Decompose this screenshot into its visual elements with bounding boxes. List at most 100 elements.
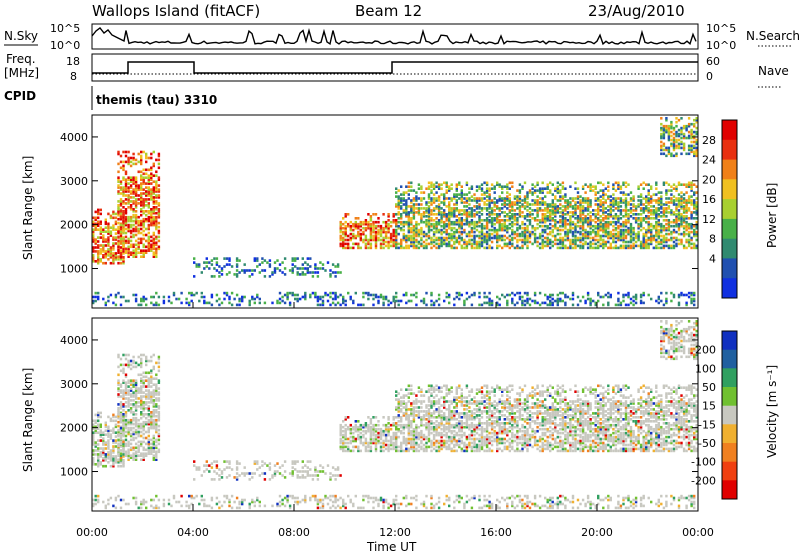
power-cell: [374, 246, 378, 250]
power-cell: [609, 201, 612, 204]
power-cell: [109, 226, 113, 229]
power-cell: [117, 206, 120, 209]
power-cell: [670, 230, 673, 234]
power-cell: [632, 226, 635, 230]
power-cell: [430, 203, 433, 206]
velocity-cell: [134, 409, 138, 412]
power-cell: [127, 255, 130, 258]
power-cell: [132, 245, 135, 249]
power-cell: [468, 230, 471, 234]
power-cell: [155, 225, 158, 229]
power-cell: [384, 224, 388, 228]
power-cell: [427, 242, 431, 246]
power-cell: [422, 197, 426, 200]
power-cell: [609, 207, 612, 210]
power-cell: [554, 238, 557, 242]
power-cell: [339, 226, 342, 230]
power-cell: [496, 201, 499, 204]
power-cell: [607, 303, 610, 307]
power-cell: [122, 247, 125, 251]
power-cell: [642, 197, 645, 200]
power-cell: [599, 228, 602, 232]
power-cell: [672, 183, 676, 186]
power-cell: [445, 291, 448, 295]
power-cell: [559, 238, 562, 242]
power-cell: [463, 219, 466, 222]
power-cell: [402, 228, 405, 232]
velocity-cell: [119, 414, 123, 418]
power-cell: [549, 211, 552, 214]
power-cell: [417, 232, 421, 236]
power-cell: [119, 160, 123, 164]
velocity-cell: [142, 413, 145, 416]
power-cell: [117, 229, 120, 233]
power-cell: [660, 203, 663, 206]
power-cell: [468, 211, 471, 214]
power-cell: [485, 189, 489, 192]
power-cell: [559, 195, 562, 198]
power-cell: [533, 238, 537, 242]
power-cell: [579, 211, 582, 214]
velocity-cell: [107, 415, 110, 419]
velocity-cell: [119, 449, 123, 452]
power-cell: [134, 200, 138, 203]
colorbar-segment: [722, 139, 737, 161]
power-cell: [592, 209, 595, 212]
power-cell: [443, 240, 446, 244]
power-cell: [94, 299, 97, 303]
power-cell: [94, 242, 97, 245]
power-cell: [142, 176, 145, 179]
velocity-cell: [195, 468, 198, 471]
power-cell: [536, 183, 539, 186]
velocity-cell: [97, 413, 100, 417]
velocity-cell: [127, 365, 130, 369]
power-cell: [112, 236, 115, 239]
power-cell: [299, 273, 302, 276]
power-cell: [329, 295, 332, 299]
power-cell: [440, 238, 443, 242]
power-cell: [425, 222, 428, 226]
velocity-cell: [124, 401, 128, 404]
power-cell: [372, 293, 375, 297]
power-cell: [460, 185, 463, 188]
power-cell: [624, 240, 628, 244]
power-cell: [581, 224, 585, 228]
power-cell: [687, 226, 691, 230]
power-cell: [687, 181, 691, 185]
power-cell: [122, 176, 125, 179]
power-cell: [617, 226, 620, 230]
power-cell: [579, 213, 582, 216]
power-cell: [574, 211, 577, 214]
power-cell: [665, 297, 668, 301]
power-cell: [569, 246, 572, 250]
velocity-cell: [283, 470, 287, 473]
power-cell: [195, 291, 198, 295]
velocity-cell: [142, 395, 145, 398]
power-cell: [592, 246, 595, 250]
power-cell: [134, 176, 138, 179]
power-cell: [430, 219, 433, 222]
power-cell: [316, 299, 320, 303]
power-cell: [592, 236, 595, 240]
power-cell: [647, 207, 650, 210]
power-cell: [99, 248, 102, 251]
power-cell: [614, 215, 618, 218]
power-cell: [134, 190, 138, 193]
power-cell: [536, 219, 539, 222]
power-cell: [516, 189, 519, 192]
power-cell: [619, 211, 623, 214]
power-cell: [140, 219, 143, 223]
power-cell: [152, 303, 155, 307]
power-cell: [278, 291, 282, 295]
velocity-cell: [218, 474, 221, 477]
power-cell: [693, 201, 696, 204]
power-cell: [352, 234, 355, 238]
power-cell: [288, 301, 292, 305]
power-cell: [344, 303, 347, 307]
power-cell: [435, 205, 438, 208]
power-cell: [410, 299, 413, 303]
power-cell: [695, 118, 698, 122]
power-cell: [92, 254, 95, 257]
velocity-cell: [145, 422, 148, 426]
velocity-cell: [124, 430, 128, 434]
